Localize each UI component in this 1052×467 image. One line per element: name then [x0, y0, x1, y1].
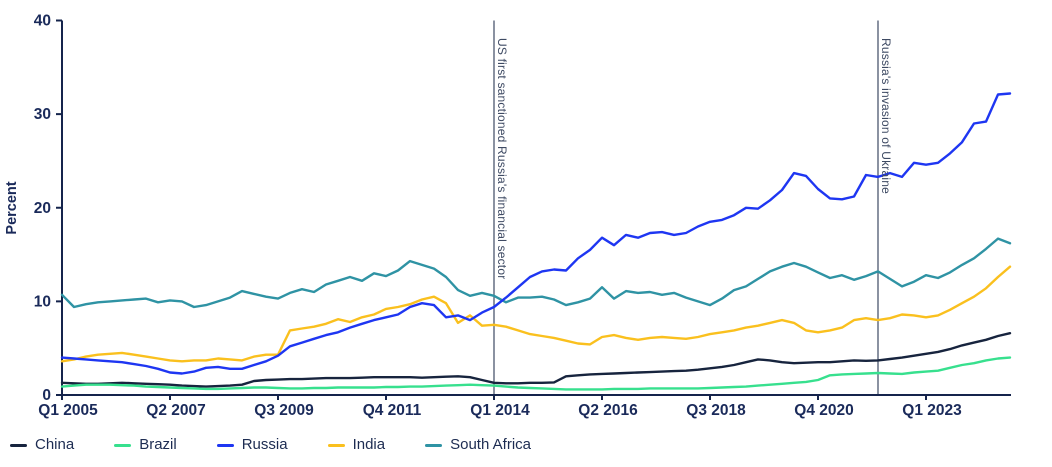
series-line-russia	[60, 92, 1012, 375]
y-axis-title: Percent	[4, 181, 20, 234]
series-line-brazil	[60, 356, 1012, 391]
x-tick-label: Q1 2023	[902, 402, 962, 419]
y-tick-label: 20	[34, 200, 51, 217]
axes-layer: 0 10 20 30 40 Q1 2005 Q2 2007 Q3 2009 Q4 2011 Q1 …	[34, 13, 1011, 419]
legend-label-south-africa: South Africa	[450, 436, 531, 453]
series-line-india	[60, 265, 1012, 363]
annotation-lines-layer	[493, 20, 879, 395]
series-lines-layer	[60, 92, 1012, 391]
y-tick-label: 0	[42, 387, 51, 404]
y-tick-label: 40	[34, 13, 51, 30]
annotation-labels-layer: US first sanctioned Russia's financial s…	[495, 38, 893, 279]
legend-item-brazil: Brazil	[114, 436, 177, 454]
legend-item-india: India	[327, 436, 386, 454]
x-tick-label: Q2 2007	[146, 402, 205, 419]
legend-item-south-africa: South Africa	[425, 436, 531, 454]
x-tick-label: Q2 2016	[578, 402, 638, 419]
legend-item-russia: Russia	[216, 436, 288, 454]
x-tick-label: Q4 2011	[363, 402, 422, 419]
chart-legend: China Brazil Russia India South Africa	[10, 436, 531, 454]
legend-swatch-south-africa	[425, 443, 443, 447]
legend-label-russia: Russia	[241, 436, 288, 453]
legend-label-india: India	[352, 436, 386, 453]
x-tick-label: Q3 2009	[254, 402, 314, 419]
legend-swatch-india	[327, 443, 345, 447]
legend-swatch-brazil	[114, 443, 132, 447]
series-line-south-africa	[60, 237, 1012, 309]
legend-label-china: China	[35, 436, 75, 453]
annotation-label: US first sanctioned Russia's financial s…	[495, 38, 509, 279]
x-tick-label: Q4 2020	[794, 402, 853, 419]
y-tick-label: 30	[34, 106, 51, 123]
annotation-label: Russia's invasion of Ukraine	[879, 38, 893, 194]
legend-label-brazil: Brazil	[139, 436, 177, 453]
legend-swatch-china	[10, 443, 27, 447]
x-tick-label: Q1 2005	[38, 402, 98, 419]
legend-swatch-russia	[216, 443, 234, 447]
series-line-china	[60, 332, 1012, 388]
x-tick-label: Q3 2018	[686, 402, 746, 419]
x-tick-label: Q1 2014	[470, 402, 530, 419]
y-tick-label: 10	[34, 293, 51, 310]
legend-item-china: China	[10, 436, 74, 454]
